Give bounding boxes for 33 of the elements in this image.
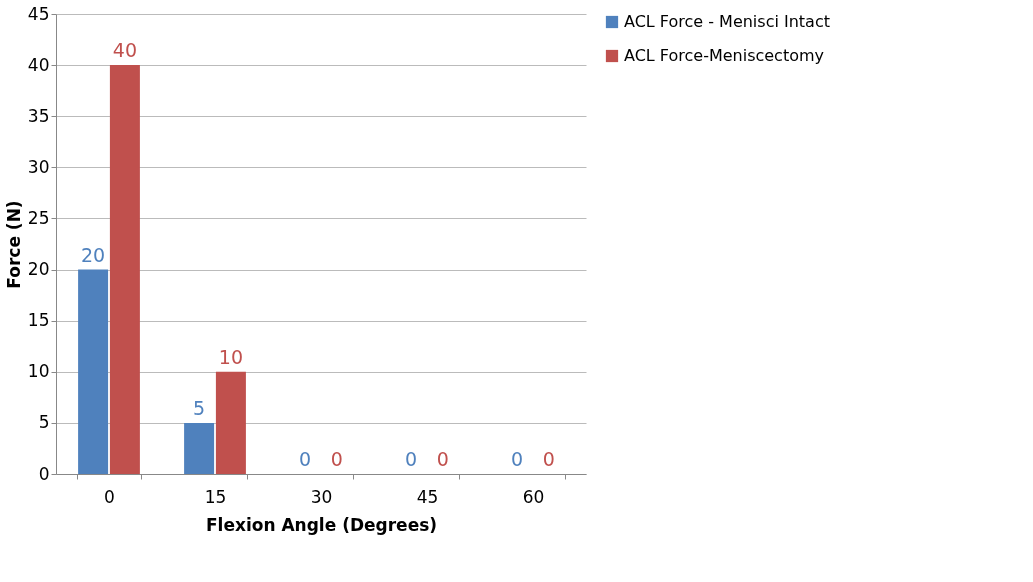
data-label: 0 [511,448,524,470]
y-tick-label: 25 [27,207,50,228]
bar [78,269,109,474]
y-tick-label: 40 [27,54,50,75]
data-label: 0 [299,448,312,470]
y-tick-label: 20 [27,259,50,280]
bar [184,422,215,474]
y-tick-label: 10 [27,361,50,382]
y-tick-label: 35 [27,105,50,126]
data-label: 10 [218,345,243,368]
data-label: 0 [405,448,418,470]
data-label: 0 [436,448,449,470]
legend-label: ACL Force - Menisci Intact [624,12,830,31]
x-tick-label: 30 [310,486,333,507]
y-tick-label: 45 [27,3,50,24]
x-axis-title: Flexion Angle (Degrees) [205,514,438,535]
x-tick-label: 60 [522,486,545,507]
data-label: 40 [112,39,137,62]
y-axis-title: Force (N) [3,200,24,289]
bar [109,65,140,474]
data-label: 0 [330,448,343,470]
data-label: 20 [81,243,106,266]
y-tick-label: 0 [38,463,50,484]
legend-label: ACL Force-Meniscectomy [624,46,825,65]
x-tick-label: 0 [104,486,115,507]
x-tick-label: 45 [416,486,439,507]
data-label: 5 [193,396,206,419]
y-tick-label: 5 [38,412,50,433]
bar [215,371,246,474]
y-tick-label: 15 [27,310,50,331]
data-label: 0 [542,448,555,470]
y-tick-label: 30 [27,156,50,177]
x-tick-label: 15 [204,486,227,507]
